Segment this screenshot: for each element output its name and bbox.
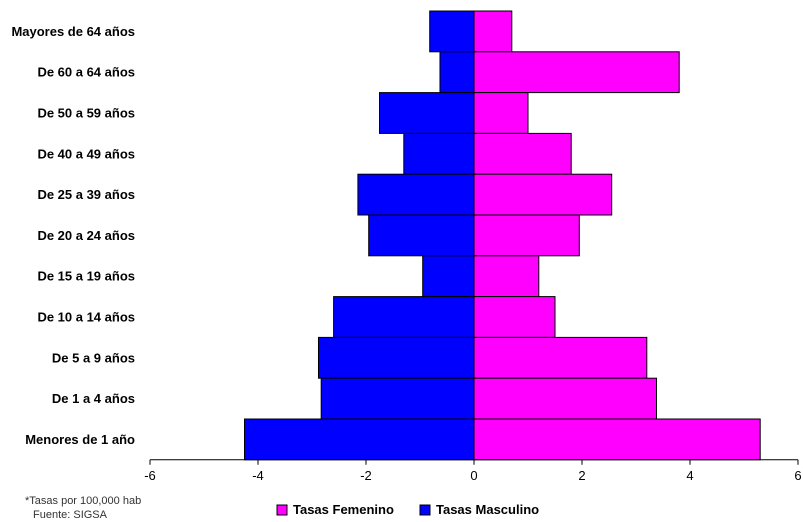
x-tick-label: -6 <box>144 468 156 483</box>
legend-swatch-femenino <box>276 504 288 516</box>
bar-femenino <box>473 173 613 216</box>
category-label: De 10 a 14 años <box>37 310 135 325</box>
x-axis-ticks: -6 -4 -2 0 2 4 6 <box>144 459 802 483</box>
bar-femenino <box>473 214 580 257</box>
bars-group <box>244 10 761 461</box>
bar-femenino <box>473 92 529 134</box>
bar-masculino <box>333 296 475 338</box>
bar-masculino <box>357 173 475 216</box>
category-label: Mayores de 64 años <box>11 24 135 39</box>
legend-label-femenino: Tasas Femenino <box>293 502 394 517</box>
x-tick-label: -4 <box>252 468 264 483</box>
legend: Tasas Femenino Tasas Masculino <box>276 502 539 517</box>
bar-masculino <box>244 418 475 461</box>
x-tick-label: -2 <box>360 468 372 483</box>
x-tick-label: 0 <box>470 468 477 483</box>
category-label: De 25 a 39 años <box>37 187 135 202</box>
bar-femenino <box>473 10 513 53</box>
legend-swatch-masculino <box>419 504 431 516</box>
bar-femenino <box>473 255 540 298</box>
bar-femenino <box>473 336 648 379</box>
bar-femenino <box>473 132 572 175</box>
category-label: De 50 a 59 años <box>37 106 135 121</box>
bar-masculino <box>422 255 475 298</box>
category-label: De 5 a 9 años <box>52 350 135 365</box>
bar-masculino <box>403 132 475 175</box>
category-label: Menores de 1 año <box>25 432 135 447</box>
bar-masculino <box>320 377 475 420</box>
category-label: De 20 a 24 años <box>37 228 135 243</box>
bar-femenino <box>473 296 556 338</box>
legend-label-masculino: Tasas Masculino <box>436 502 539 517</box>
rate-note: *Tasas por 100,000 hab <box>25 495 142 507</box>
bar-femenino <box>473 51 680 94</box>
category-label: De 1 a 4 años <box>52 391 135 406</box>
x-tick-label: 2 <box>578 468 585 483</box>
bar-femenino <box>473 377 658 420</box>
x-tick-label: 6 <box>794 468 801 483</box>
bar-masculino <box>429 10 475 53</box>
bar-masculino <box>379 92 475 134</box>
category-label: De 40 a 49 años <box>37 146 135 161</box>
x-tick-label: 4 <box>686 468 693 483</box>
source-note: Fuente: SIGSA <box>33 509 107 521</box>
category-label: De 60 a 64 años <box>37 65 135 80</box>
bar-femenino <box>473 418 761 461</box>
category-label: De 15 a 19 años <box>37 269 135 284</box>
category-labels: Mayores de 64 años De 60 a 64 años De 50 a… <box>11 24 135 447</box>
bar-masculino <box>317 336 475 379</box>
bar-masculino <box>368 214 475 257</box>
bar-masculino <box>439 51 475 94</box>
